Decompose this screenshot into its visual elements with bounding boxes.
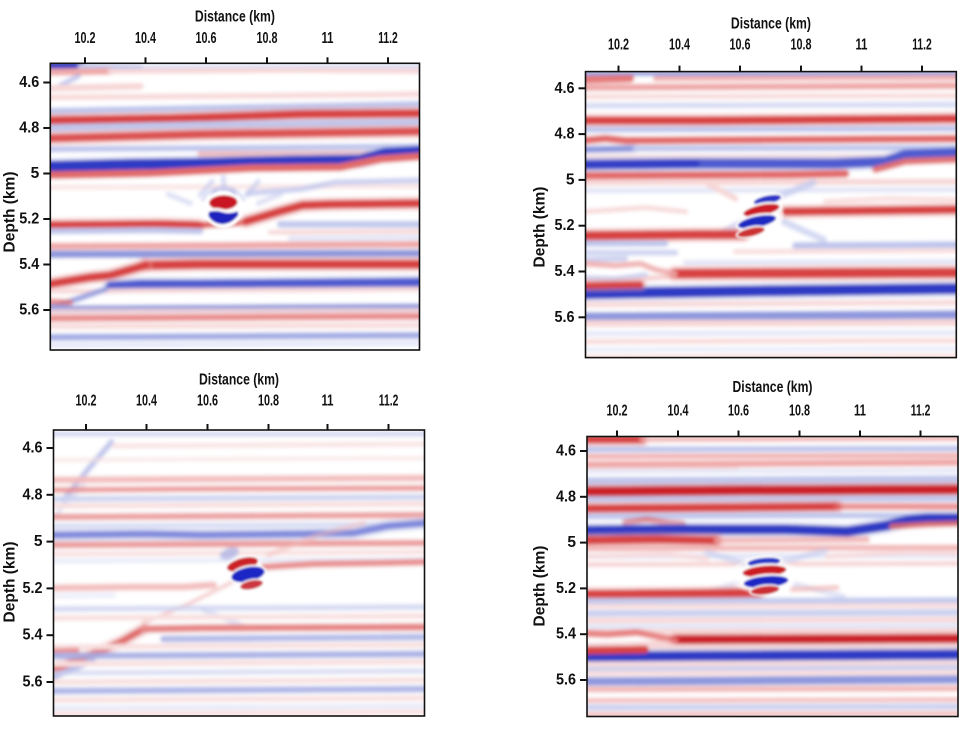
svg-text:5.4: 5.4: [556, 626, 576, 643]
svg-text:5: 5: [31, 165, 40, 182]
svg-text:10.4: 10.4: [135, 30, 156, 47]
svg-text:10.6: 10.6: [728, 403, 749, 420]
svg-text:5.4: 5.4: [19, 256, 39, 273]
svg-text:11.2: 11.2: [911, 403, 931, 420]
svg-text:5.4: 5.4: [23, 627, 43, 644]
svg-text:Depth (km): Depth (km): [2, 172, 19, 253]
svg-text:4.8: 4.8: [556, 488, 576, 505]
svg-text:4.8: 4.8: [19, 120, 39, 137]
svg-text:5.6: 5.6: [23, 674, 43, 691]
svg-text:10.2: 10.2: [607, 403, 628, 420]
svg-text:Depth (km): Depth (km): [532, 546, 549, 627]
svg-text:Distance (km): Distance (km): [195, 9, 275, 26]
svg-text:5.2: 5.2: [555, 217, 575, 234]
svg-text:5: 5: [567, 534, 576, 551]
svg-text:10.4: 10.4: [668, 403, 689, 420]
svg-text:4.8: 4.8: [23, 486, 43, 503]
svg-text:5.2: 5.2: [556, 580, 576, 597]
svg-text:4.8: 4.8: [555, 126, 575, 143]
svg-text:11.2: 11.2: [912, 37, 932, 54]
svg-text:5: 5: [34, 533, 43, 550]
svg-text:10.8: 10.8: [258, 393, 279, 410]
svg-text:10.6: 10.6: [197, 393, 218, 410]
svg-text:4.6: 4.6: [556, 443, 576, 460]
svg-text:4.6: 4.6: [555, 80, 575, 97]
svg-text:4.6: 4.6: [23, 440, 43, 457]
svg-text:11.2: 11.2: [379, 393, 399, 410]
svg-text:5.6: 5.6: [19, 302, 39, 319]
svg-text:5.4: 5.4: [555, 263, 575, 280]
svg-text:Distance (km): Distance (km): [199, 372, 279, 389]
svg-text:Distance (km): Distance (km): [733, 379, 813, 396]
svg-text:11: 11: [322, 393, 334, 410]
svg-text:10.2: 10.2: [608, 37, 629, 54]
svg-text:5.2: 5.2: [23, 580, 43, 597]
svg-text:10.8: 10.8: [257, 30, 278, 47]
svg-text:10.6: 10.6: [730, 37, 751, 54]
svg-text:10.8: 10.8: [789, 403, 810, 420]
svg-text:Depth (km): Depth (km): [532, 187, 549, 268]
svg-text:11: 11: [322, 30, 334, 47]
svg-text:4.6: 4.6: [19, 74, 39, 91]
svg-text:5: 5: [566, 171, 575, 188]
svg-text:5.2: 5.2: [19, 211, 39, 228]
svg-text:10.4: 10.4: [669, 37, 690, 54]
svg-text:10.8: 10.8: [791, 37, 812, 54]
svg-text:10.4: 10.4: [136, 393, 157, 410]
svg-text:10.2: 10.2: [75, 30, 96, 47]
svg-text:11: 11: [856, 37, 868, 54]
svg-text:Distance (km): Distance (km): [731, 16, 811, 33]
svg-text:5.6: 5.6: [556, 672, 576, 689]
svg-text:10.6: 10.6: [196, 30, 217, 47]
svg-text:Depth (km): Depth (km): [2, 542, 19, 623]
svg-text:11: 11: [854, 403, 866, 420]
svg-text:11.2: 11.2: [378, 30, 398, 47]
svg-text:5.6: 5.6: [555, 309, 575, 326]
svg-text:10.2: 10.2: [76, 393, 97, 410]
